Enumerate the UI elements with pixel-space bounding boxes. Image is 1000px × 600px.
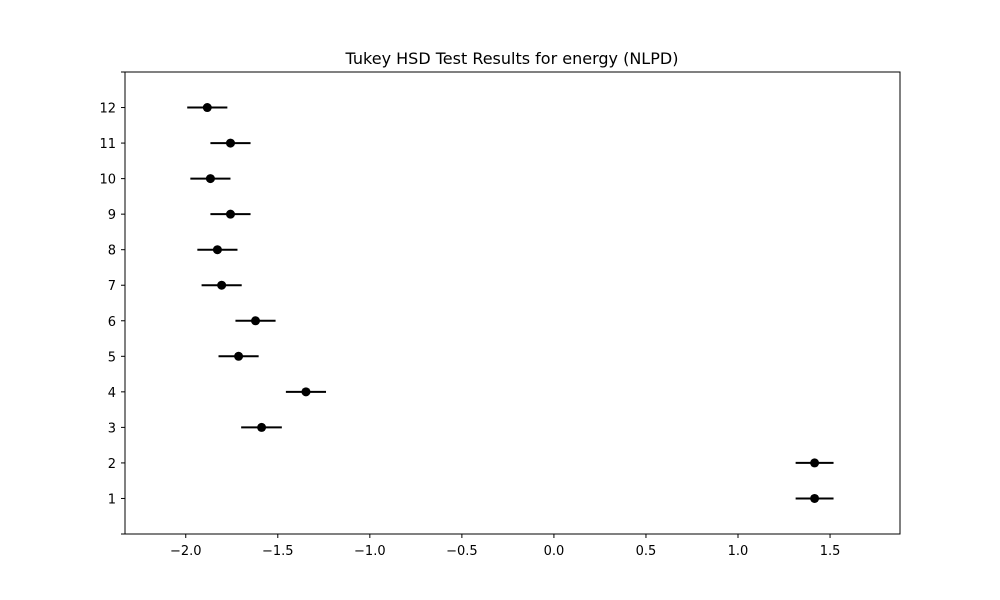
y-tick-label: 7 [108, 279, 116, 294]
y-tick-label: 12 [99, 102, 116, 117]
x-tick-label: 0.5 [636, 544, 657, 559]
x-tick-label: −1.5 [262, 544, 294, 559]
y-tick-label: 4 [108, 386, 116, 401]
plot-area-frame [124, 71, 901, 535]
x-tick-label: −0.5 [446, 544, 478, 559]
data-marks [187, 103, 834, 503]
y-tick-label: 11 [99, 137, 116, 152]
y-tick-label: 5 [108, 350, 116, 365]
mean-marker [217, 280, 227, 290]
x-axis: −2.0 −1.5 −1.0 −0.5 0.0 0.5 1.0 1.5 [170, 534, 840, 559]
x-tick-label: 0.0 [544, 544, 565, 559]
y-tick-label: 10 [99, 173, 116, 188]
y-tick-label: 9 [108, 208, 116, 223]
mean-marker [212, 245, 222, 255]
y-tick-label: 8 [108, 244, 116, 259]
mean-marker [202, 103, 212, 113]
mean-marker [251, 316, 261, 326]
y-tick-label: 1 [108, 492, 116, 507]
mean-marker [225, 209, 235, 219]
mean-marker [810, 458, 820, 468]
x-tick-label: 1.0 [728, 544, 749, 559]
y-tick-label: 6 [108, 315, 116, 330]
mean-marker [225, 138, 235, 148]
mean-marker [810, 493, 820, 503]
y-tick-label: 3 [108, 421, 116, 436]
x-tick-label: −2.0 [170, 544, 202, 559]
mean-marker [205, 174, 215, 184]
x-tick-label: 1.5 [820, 544, 841, 559]
chart-title: Tukey HSD Test Results for energy (NLPD) [345, 49, 679, 68]
mean-marker [234, 351, 244, 361]
mean-marker [301, 387, 311, 397]
x-tick-label: −1.0 [354, 544, 386, 559]
y-tick-label: 2 [108, 457, 116, 472]
mean-marker [257, 422, 267, 432]
